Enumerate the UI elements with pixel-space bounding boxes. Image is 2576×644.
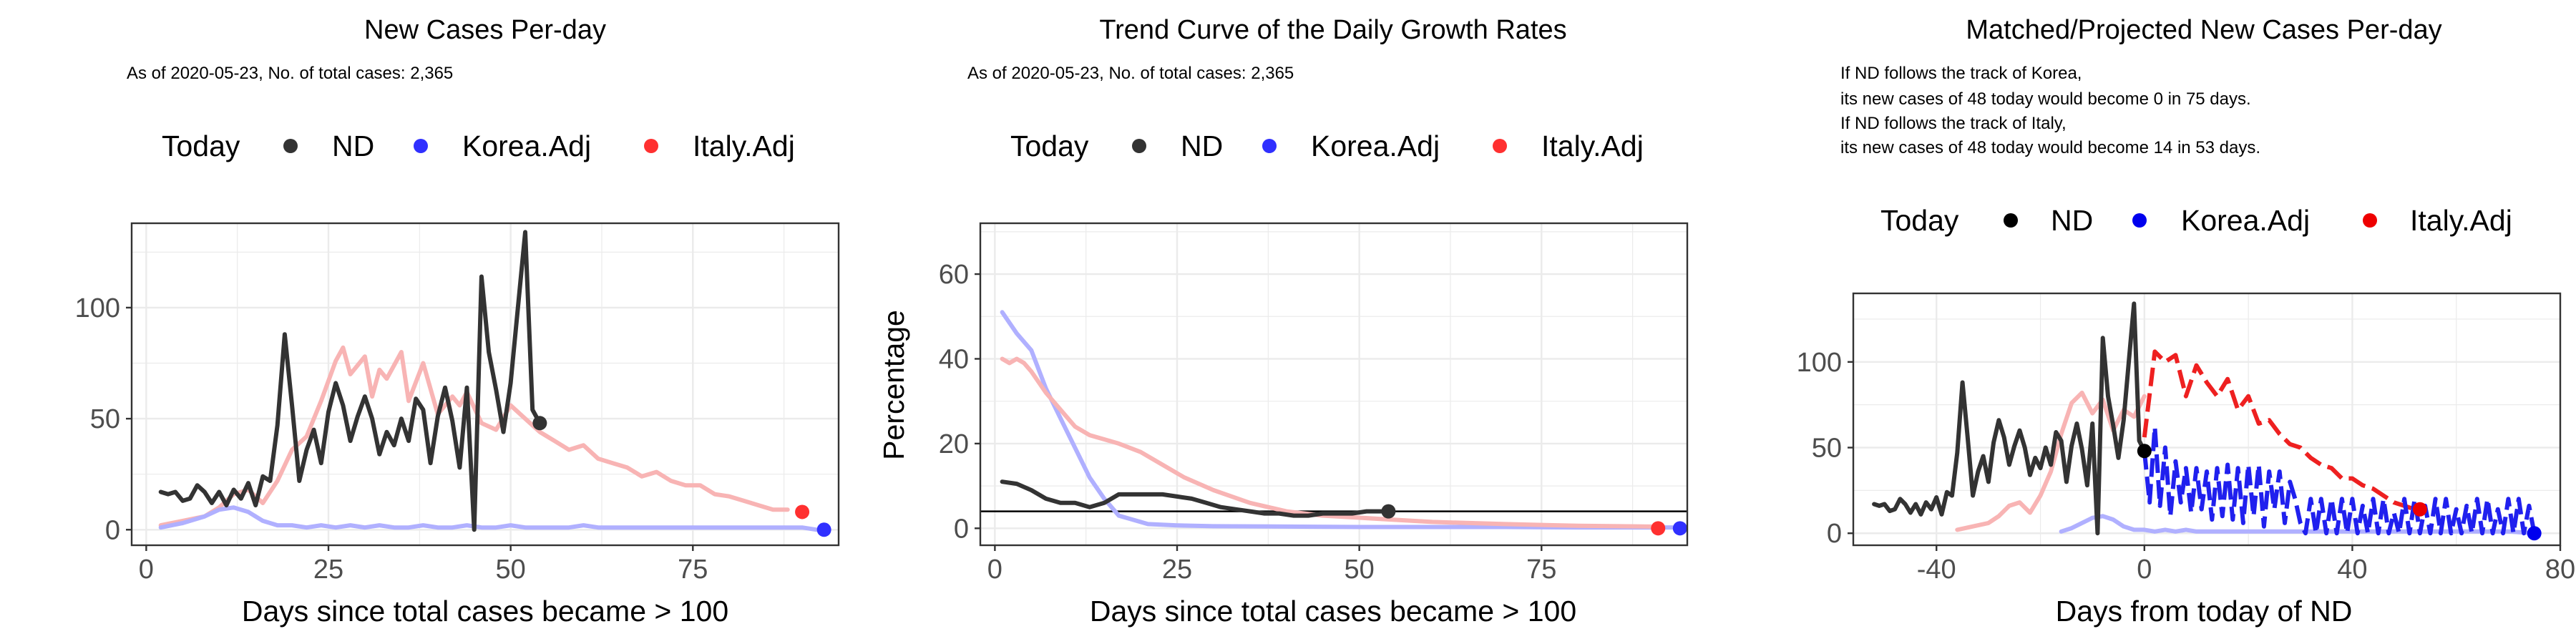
y-tick-label: 20 (939, 429, 969, 459)
series-line-nd (1872, 301, 2147, 536)
x-tick-label: 75 (678, 555, 708, 585)
legend-label-nd: ND (2051, 204, 2093, 237)
legend-title: Today (1880, 204, 1959, 237)
legend-marker-korea (1262, 139, 1277, 153)
legend-marker-italy (644, 139, 658, 153)
x-tick-label: 25 (1162, 555, 1192, 585)
chart-title: Trend Curve of the Daily Growth Rates (1099, 15, 1566, 45)
series-line-italy-adj (1000, 356, 1654, 529)
plot-border (1852, 292, 2562, 547)
endpoint-nd (2137, 444, 2152, 459)
legend-label-nd: ND (332, 130, 374, 162)
chart-subtitle: As of 2020-05-23, No. of total cases: 2,… (967, 64, 1294, 83)
legend-label-korea: Korea.Adj (1311, 130, 1440, 162)
x-tick-label: 25 (313, 555, 343, 585)
panel-new-cases-per-day: New Cases Per-day As of 2020-05-23, No. … (75, 15, 840, 628)
legend-marker-korea (2132, 213, 2147, 228)
y-axis-label: Percentage (877, 310, 910, 460)
legend: Today ND Korea.Adj Italy.Adj (1880, 204, 2512, 237)
y-tick-label: 40 (939, 344, 969, 374)
y-tick-label: 60 (939, 260, 969, 290)
y-tick-label: 0 (105, 515, 120, 545)
x-tick-label: 80 (2545, 555, 2575, 585)
y-tick-label: 50 (1812, 434, 1842, 464)
x-tick-label: 50 (1345, 555, 1375, 585)
endpoint-korea-adj (816, 522, 831, 537)
panel-growth-rate-trend: Trend Curve of the Daily Growth Rates As… (877, 15, 1689, 628)
chart-subtitle-line-1: If ND follows the track of Korea, (1840, 64, 2082, 83)
chart-title: Matched/Projected New Cases Per-day (1966, 15, 2441, 45)
endpoint-italy-adj (1651, 521, 1666, 536)
series-line-nd (158, 230, 542, 532)
legend-label-italy: Italy.Adj (2410, 204, 2512, 237)
legend-label-korea: Korea.Adj (2181, 204, 2310, 237)
legend-label-korea: Korea.Adj (462, 130, 591, 162)
chart-subtitle-line-3: If ND follows the track of Italy, (1840, 114, 2067, 133)
x-tick-label: 0 (139, 555, 154, 585)
legend: Today ND Korea.Adj Italy.Adj (162, 130, 795, 162)
y-tick-label: 50 (90, 404, 120, 434)
legend-marker-nd (283, 139, 298, 153)
endpoint-italy-adj (2412, 502, 2427, 517)
series-line-korea-adj (1000, 310, 1675, 530)
legend-marker-italy (1493, 139, 1507, 153)
chart-subtitle: As of 2020-05-23, No. of total cases: 2,… (127, 64, 453, 83)
series-line-korea-adj (2142, 424, 2537, 536)
series-line-korea-adj (158, 505, 819, 532)
y-tick-label: 0 (1827, 519, 1842, 549)
series-line-italy-adj (2142, 349, 2420, 512)
legend-title: Today (1010, 130, 1089, 162)
chart-title: New Cases Per-day (364, 15, 606, 45)
series-line-nd (1000, 479, 1391, 518)
legend-marker-nd (1132, 139, 1146, 153)
chart-subtitle-line-4: its new cases of 48 today would become 1… (1840, 138, 2260, 157)
series-line-italy-adj (158, 345, 790, 528)
x-tick-label: 50 (496, 555, 526, 585)
legend: Today ND Korea.Adj Italy.Adj (1010, 130, 1644, 162)
legend-marker-italy (2363, 213, 2377, 228)
x-axis-label: Days from today of ND (2056, 595, 2353, 628)
legend-title: Today (162, 130, 240, 162)
legend-marker-nd (2004, 213, 2018, 228)
legend-marker-korea (414, 139, 428, 153)
endpoint-italy-adj (795, 504, 810, 519)
x-tick-label: 75 (1526, 555, 1556, 585)
x-tick-label: 40 (2337, 555, 2367, 585)
endpoint-korea-adj (2527, 526, 2542, 541)
panel-matched-projected: Matched/Projected New Cases Per-day If N… (1797, 15, 2576, 628)
plot-area: 0 25 50 75 0 20 40 60 (939, 222, 1689, 585)
y-tick-label: 100 (1797, 348, 1842, 378)
legend-label-italy: Italy.Adj (693, 130, 795, 162)
endpoint-nd (532, 416, 547, 431)
plot-border (979, 222, 1689, 547)
x-tick-label: 0 (2137, 555, 2152, 585)
chart-subtitle-line-2: its new cases of 48 today would become 0… (1840, 89, 2251, 109)
x-axis-label: Days since total cases became > 100 (1090, 595, 1576, 628)
legend-label-italy: Italy.Adj (1541, 130, 1644, 162)
endpoint-korea-adj (1672, 521, 1687, 536)
legend-label-nd: ND (1181, 130, 1223, 162)
y-tick-label: 100 (75, 293, 120, 323)
plot-area: 0 25 50 75 0 50 100 (75, 222, 840, 585)
y-tick-label: 0 (954, 514, 969, 544)
plot-area: -40 0 40 80 0 50 100 (1797, 292, 2575, 585)
x-axis-label: Days since total cases became > 100 (242, 595, 728, 628)
x-tick-label: -40 (1917, 555, 1956, 585)
plot-border (130, 222, 840, 547)
x-tick-label: 0 (987, 555, 1002, 585)
endpoint-nd (1381, 504, 1396, 519)
